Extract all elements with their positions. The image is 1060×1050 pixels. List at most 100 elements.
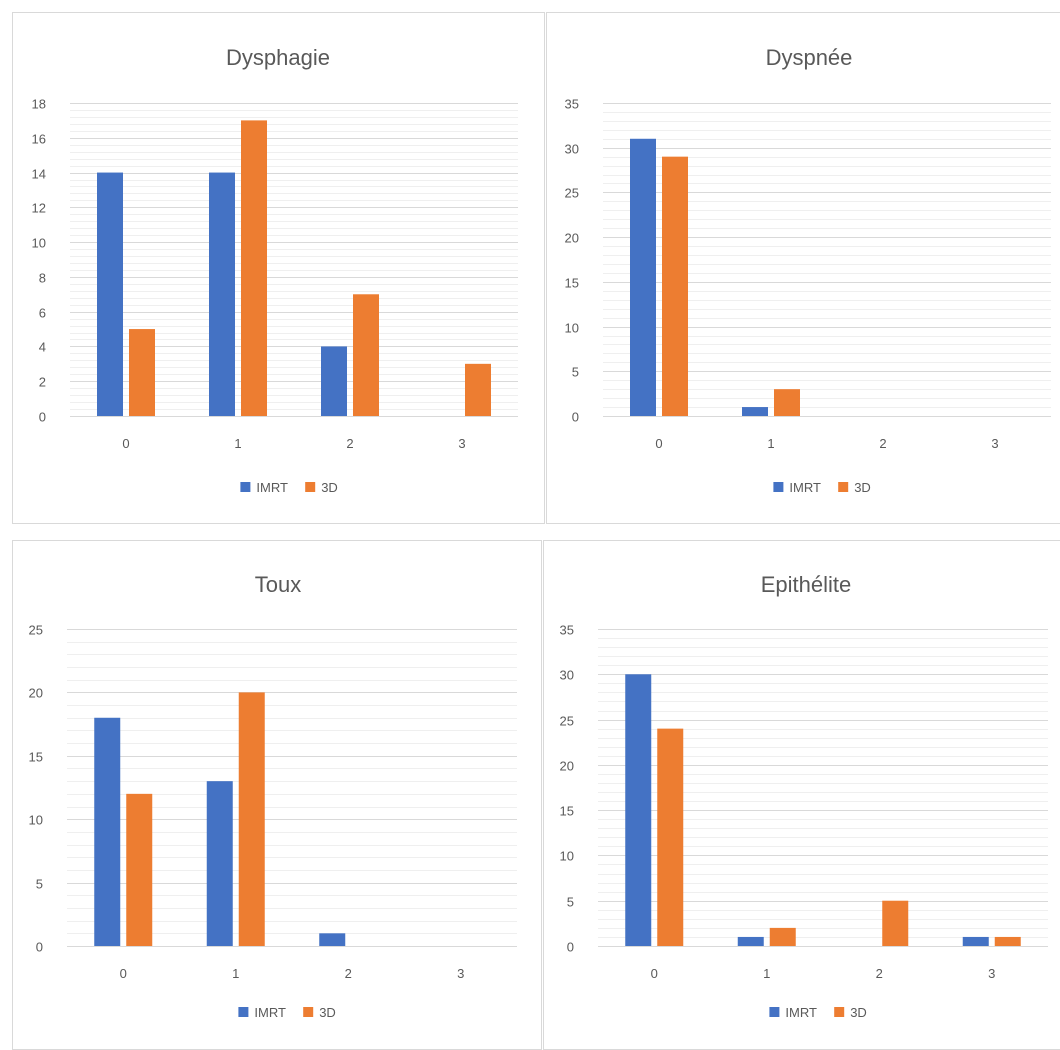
y-tick-label: 15 (560, 804, 574, 819)
chart-panel-epithelite: Epithélite 0 5 10 15 20 25 30 35 0 1 2 3 IMRT 3D (543, 540, 1060, 1050)
bar-imrt-cat-3 (962, 936, 989, 946)
bar-imrt-cat-0 (94, 717, 121, 946)
y-tick-label: 5 (572, 365, 579, 380)
legend-label-imrt: IMRT (256, 480, 288, 495)
bar-3d-cat-0 (126, 793, 153, 946)
chart-panel-dyspnee: Dyspnée 0 5 10 15 20 25 30 35 0 1 2 3 IMRT 3D (546, 12, 1060, 524)
y-tick-label: 5 (36, 877, 43, 892)
y-tick-label: 0 (567, 940, 574, 955)
legend-swatch-imrt (240, 482, 251, 492)
chart-legend: IMRT 3D (773, 480, 871, 495)
y-tick-label: 10 (565, 321, 579, 336)
bar-imrt-cat-0 (625, 674, 652, 946)
x-tick-label: 0 (122, 436, 129, 451)
y-tick-label: 0 (39, 410, 46, 425)
x-tick-label: 2 (879, 436, 886, 451)
bar-3d-cat-0 (129, 329, 155, 416)
legend-swatch-3d (303, 1007, 314, 1017)
y-tick-label: 15 (565, 276, 579, 291)
chart-title: Dysphagie (226, 45, 330, 70)
bar-imrt-cat-2 (321, 346, 347, 416)
y-tick-label: 0 (36, 940, 43, 955)
chart-panel-toux: Toux 0 5 10 15 20 25 0 1 2 3 IMRT 3D (12, 540, 542, 1050)
bar-3d-cat-3 (994, 936, 1021, 946)
plot-area: 0 5 10 15 20 25 30 35 0 1 2 3 (560, 623, 1048, 981)
y-tick-label: 14 (32, 167, 46, 182)
y-tick-label: 0 (572, 410, 579, 425)
x-tick-label: 0 (655, 436, 662, 451)
bar-imrt-cat-1 (737, 936, 764, 946)
chart-title: Toux (255, 572, 301, 597)
y-tick-label: 12 (32, 201, 46, 216)
bar-3d-cat-2 (353, 294, 379, 416)
chart-legend: IMRT 3D (769, 1005, 867, 1020)
chart-svg-epithelite: Epithélite 0 5 10 15 20 25 30 35 0 1 2 3 IMRT 3D (560, 572, 1048, 1020)
bar-3d-cat-2 (882, 900, 909, 946)
y-tick-label: 15 (29, 750, 43, 765)
x-tick-label: 0 (120, 966, 127, 981)
plot-area: 0 5 10 15 20 25 0 1 2 3 (29, 623, 517, 981)
chart-legend: IMRT 3D (240, 480, 338, 495)
chart-title: Epithélite (761, 572, 852, 597)
chart-title: Dyspnée (766, 45, 853, 70)
x-tick-label: 2 (345, 966, 352, 981)
bar-3d-cat-1 (774, 389, 800, 416)
y-tick-label: 20 (29, 686, 43, 701)
y-tick-label: 25 (29, 623, 43, 638)
legend-label-imrt: IMRT (785, 1005, 817, 1020)
chart-legend: IMRT 3D (238, 1005, 336, 1020)
y-tick-label: 10 (29, 813, 43, 828)
legend-label-3d: 3D (854, 480, 871, 495)
chart-svg-toux: Toux 0 5 10 15 20 25 0 1 2 3 IMRT 3D (29, 572, 517, 1020)
bar-3d-cat-1 (769, 927, 796, 946)
y-tick-label: 30 (560, 668, 574, 683)
y-tick-label: 25 (560, 714, 574, 729)
bar-imrt-cat-2 (319, 933, 346, 946)
x-tick-label: 3 (458, 436, 465, 451)
bar-3d-cat-0 (657, 728, 684, 946)
y-tick-label: 18 (32, 97, 46, 112)
y-tick-label: 5 (567, 895, 574, 910)
legend-label-imrt: IMRT (789, 480, 821, 495)
y-tick-label: 4 (39, 340, 46, 355)
y-tick-label: 10 (32, 236, 46, 251)
x-tick-label: 1 (232, 966, 239, 981)
x-tick-label: 3 (988, 966, 995, 981)
bar-3d-cat-1 (238, 692, 265, 946)
y-tick-label: 20 (565, 231, 579, 246)
legend-swatch-3d (305, 482, 316, 492)
y-tick-label: 6 (39, 306, 46, 321)
plot-area: 0 5 10 15 20 25 30 35 0 1 2 3 (565, 97, 1051, 451)
chart-panel-dysphagie: Dysphagie 0 2 4 6 8 10 12 14 16 18 0 1 2 3 IMRT 3D (12, 12, 545, 524)
x-tick-label: 1 (767, 436, 774, 451)
y-tick-label: 20 (560, 759, 574, 774)
x-tick-label: 1 (234, 436, 241, 451)
y-tick-label: 35 (565, 97, 579, 112)
x-tick-label: 2 (346, 436, 353, 451)
legend-swatch-imrt (773, 482, 784, 492)
y-tick-label: 30 (565, 142, 579, 157)
legend-swatch-imrt (769, 1007, 780, 1017)
legend-swatch-3d (838, 482, 849, 492)
bar-imrt-cat-1 (206, 781, 233, 946)
legend-label-3d: 3D (321, 480, 338, 495)
bar-imrt-cat-0 (97, 172, 123, 416)
bar-imrt-cat-1 (742, 407, 768, 416)
x-tick-label: 3 (991, 436, 998, 451)
chart-svg-dyspnee: Dyspnée 0 5 10 15 20 25 30 35 0 1 2 3 IMRT 3D (565, 45, 1051, 495)
y-tick-label: 10 (560, 849, 574, 864)
x-tick-label: 1 (763, 966, 770, 981)
y-tick-label: 2 (39, 375, 46, 390)
x-tick-label: 3 (457, 966, 464, 981)
y-tick-label: 35 (560, 623, 574, 638)
legend-swatch-3d (834, 1007, 845, 1017)
y-tick-label: 8 (39, 271, 46, 286)
bar-3d-cat-3 (465, 363, 491, 416)
bar-imrt-cat-1 (209, 172, 235, 416)
legend-swatch-imrt (238, 1007, 249, 1017)
y-tick-label: 16 (32, 132, 46, 147)
bar-3d-cat-1 (241, 120, 267, 416)
legend-label-3d: 3D (850, 1005, 867, 1020)
